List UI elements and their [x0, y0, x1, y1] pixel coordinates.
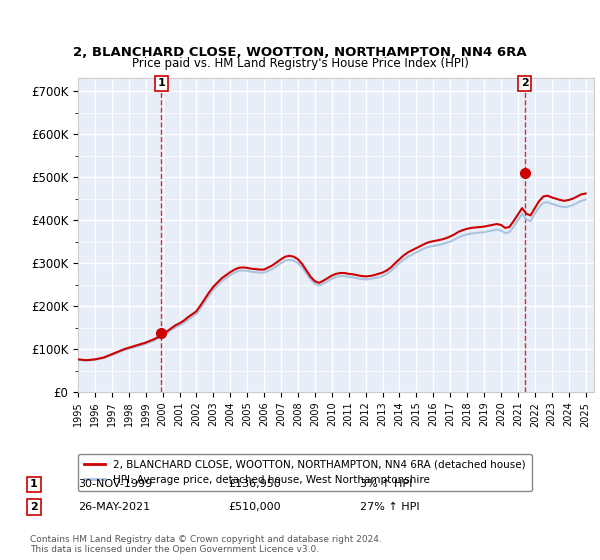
Text: Price paid vs. HM Land Registry's House Price Index (HPI): Price paid vs. HM Land Registry's House …	[131, 57, 469, 70]
Text: £136,950: £136,950	[228, 479, 281, 489]
Text: 26-MAY-2021: 26-MAY-2021	[78, 502, 150, 512]
Text: 27% ↑ HPI: 27% ↑ HPI	[360, 502, 419, 512]
Legend: 2, BLANCHARD CLOSE, WOOTTON, NORTHAMPTON, NN4 6RA (detached house), HPI: Average: 2, BLANCHARD CLOSE, WOOTTON, NORTHAMPTON…	[78, 454, 532, 491]
Text: 2: 2	[30, 502, 38, 512]
Text: 1: 1	[157, 78, 165, 88]
Text: 30-NOV-1999: 30-NOV-1999	[78, 479, 152, 489]
Text: £510,000: £510,000	[228, 502, 281, 512]
Text: Contains HM Land Registry data © Crown copyright and database right 2024.
This d: Contains HM Land Registry data © Crown c…	[30, 535, 382, 554]
Text: 2, BLANCHARD CLOSE, WOOTTON, NORTHAMPTON, NN4 6RA: 2, BLANCHARD CLOSE, WOOTTON, NORTHAMPTON…	[73, 46, 527, 59]
Text: 2: 2	[521, 78, 529, 88]
Text: 3% ↑ HPI: 3% ↑ HPI	[360, 479, 412, 489]
Text: 1: 1	[30, 479, 38, 489]
